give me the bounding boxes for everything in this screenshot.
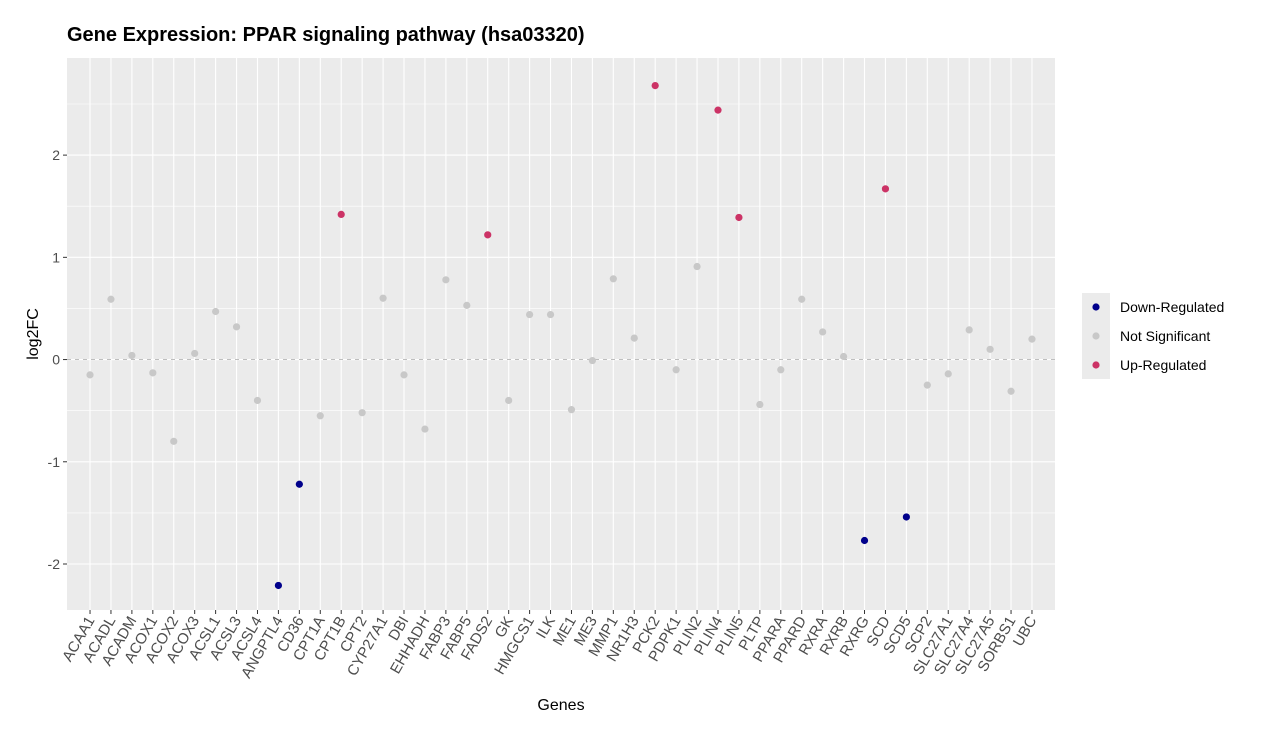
legend-label: Up-Regulated xyxy=(1120,357,1206,373)
data-point-scd xyxy=(881,185,890,193)
data-point-acox2 xyxy=(170,437,178,445)
plot-panel xyxy=(67,58,1055,610)
data-point-hmgcs1 xyxy=(526,310,534,319)
data-point-rxrg xyxy=(860,536,869,545)
data-point-rxrb xyxy=(839,352,848,361)
data-point-fabp3 xyxy=(442,276,450,284)
data-point-slc27a4 xyxy=(965,326,973,334)
data-point-acsl4 xyxy=(253,396,262,405)
y-tick-label: -2 xyxy=(48,556,61,572)
y-axis-title: log2FC xyxy=(25,308,42,360)
grid-lines xyxy=(67,58,1055,610)
data-point-ubc xyxy=(1028,335,1036,343)
data-point-rxra xyxy=(819,328,827,336)
data-point-pltp xyxy=(756,400,764,409)
data-point-acsl3 xyxy=(232,323,241,331)
legend-key-down-regulated xyxy=(1092,303,1100,311)
data-point-ppara xyxy=(777,366,785,374)
data-point-scd5 xyxy=(902,513,910,521)
data-point-nr1h3 xyxy=(630,334,638,342)
data-point-scp2 xyxy=(923,381,931,389)
data-point-acox1 xyxy=(149,369,157,377)
data-point-angptl4 xyxy=(274,581,283,590)
data-points xyxy=(86,82,1036,590)
y-tick-label: 1 xyxy=(52,249,60,265)
data-point-ppard xyxy=(798,295,806,303)
data-point-fads2 xyxy=(484,231,492,239)
data-point-slc27a1 xyxy=(944,370,952,378)
data-point-gk xyxy=(505,396,513,405)
data-point-dbi xyxy=(400,371,408,379)
data-point-acox3 xyxy=(191,349,199,358)
data-point-me1 xyxy=(567,406,576,414)
legend-label: Down-Regulated xyxy=(1120,299,1224,315)
data-point-slc27a5 xyxy=(986,345,994,353)
data-point-acsl1 xyxy=(212,307,220,316)
legend-label: Not Significant xyxy=(1120,328,1210,344)
data-point-me3 xyxy=(588,356,596,365)
data-point-cpt2 xyxy=(358,409,366,417)
data-point-mmp1 xyxy=(609,275,617,283)
data-point-ehhadh xyxy=(421,425,429,433)
x-tick-label: UBC xyxy=(1010,613,1041,649)
data-point-ilk xyxy=(546,310,555,319)
chart-title: Gene Expression: PPAR signaling pathway … xyxy=(67,24,585,46)
data-point-plin2 xyxy=(693,262,701,271)
data-point-acaa1 xyxy=(86,371,94,379)
data-point-cpt1a xyxy=(316,412,324,420)
data-point-pck2 xyxy=(651,82,659,90)
legend: Down-Regulated Not Significant Up-Regulate… xyxy=(1082,293,1224,379)
data-point-cd36 xyxy=(295,480,303,488)
data-point-acadl xyxy=(107,295,115,303)
y-axis-ticks: -2 -1 0 1 2 xyxy=(48,147,67,572)
data-point-acadm xyxy=(128,351,136,360)
data-point-fabp5 xyxy=(463,301,471,309)
data-point-cyp27a1 xyxy=(379,294,387,302)
y-tick-label: 2 xyxy=(52,147,60,163)
data-point-cpt1b xyxy=(337,210,345,218)
x-axis-title: Genes xyxy=(537,697,584,714)
legend-key-up-regulated xyxy=(1092,361,1100,369)
data-point-sorbs1 xyxy=(1007,387,1015,395)
x-axis-ticks: ACAA1ACADLACADMACOX1ACOX2ACOX3ACSL1ACSL3… xyxy=(59,610,1041,681)
data-point-plin4 xyxy=(714,106,722,114)
y-tick-label: 0 xyxy=(52,352,60,368)
data-point-pdpk1 xyxy=(672,366,680,374)
legend-key-not-significant xyxy=(1092,332,1100,340)
y-tick-label: -1 xyxy=(48,454,61,470)
data-point-plin5 xyxy=(735,213,743,222)
